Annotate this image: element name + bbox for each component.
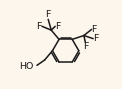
- Text: F: F: [46, 10, 51, 19]
- Text: F: F: [92, 25, 97, 34]
- Text: F: F: [55, 22, 61, 31]
- Text: F: F: [83, 42, 88, 51]
- Text: F: F: [37, 22, 42, 31]
- Text: F: F: [93, 34, 98, 43]
- Text: HO: HO: [19, 62, 33, 71]
